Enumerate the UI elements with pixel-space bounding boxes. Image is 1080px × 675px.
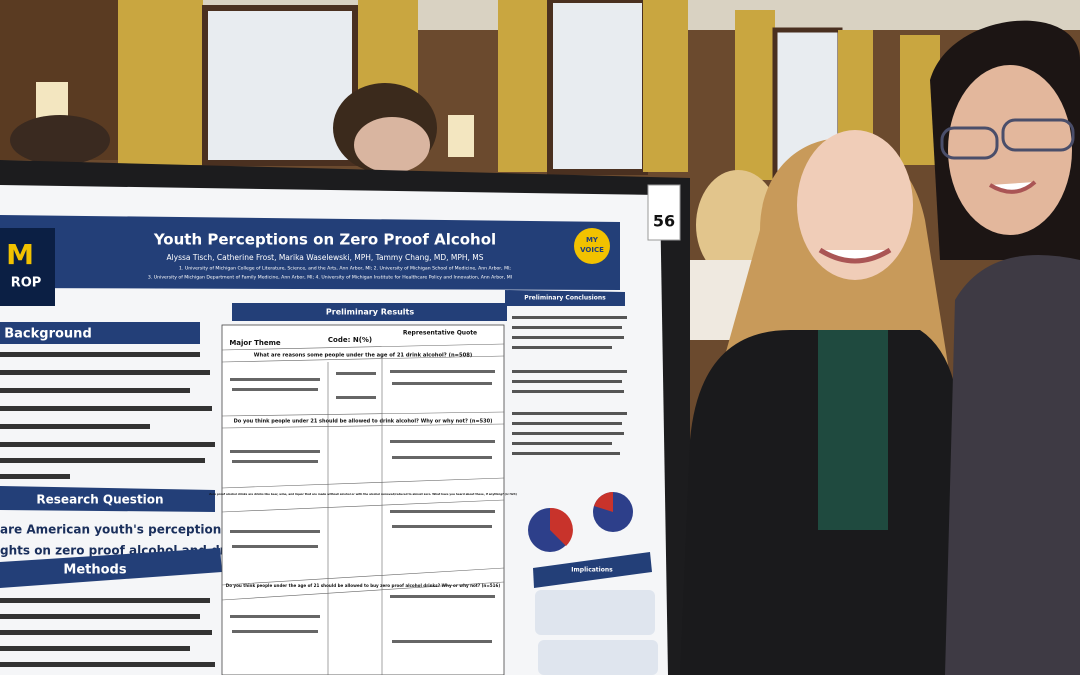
section-header <box>0 548 222 588</box>
window <box>547 0 648 175</box>
section-header <box>505 290 625 306</box>
curtain <box>498 0 548 172</box>
number-card <box>647 184 681 241</box>
poster-authors: Alyssa Tisch, Catherine Frost, Marika Wa… <box>166 253 483 262</box>
body-lines <box>512 316 627 455</box>
smile <box>988 180 1037 194</box>
table-question: Do you think people under 21 should be a… <box>234 419 493 425</box>
curtain <box>643 0 688 172</box>
section-header <box>533 552 652 588</box>
dress <box>945 255 1080 675</box>
poster-title: Youth Perceptions on Zero Proof Alcohol <box>153 231 496 249</box>
title-band <box>0 215 620 290</box>
table-question: Do you think people under the age of 21 … <box>226 583 501 588</box>
face <box>797 130 913 280</box>
section-title: Research Question <box>36 493 163 507</box>
table-header: Major Theme <box>229 339 281 347</box>
pie-slice <box>550 507 573 546</box>
badge-text: MY <box>586 236 599 244</box>
person-face <box>354 117 430 173</box>
curtain <box>118 0 203 165</box>
section-title: Preliminary Conclusions <box>524 295 606 302</box>
section-title: Background <box>4 327 92 342</box>
poster-affiliation: 1. University of Michigan College of Lit… <box>179 266 511 272</box>
logo-text: ROP <box>11 276 42 291</box>
section-title: Methods <box>63 563 126 578</box>
glasses <box>940 126 999 160</box>
badge-text: VOICE <box>580 246 604 254</box>
table-question: Zero proof alcohol drinks are drinks lik… <box>209 492 517 496</box>
wall-lamp <box>448 115 474 157</box>
text-box <box>538 640 658 675</box>
logo-block <box>0 228 55 306</box>
section-title: Implications <box>571 567 613 574</box>
glasses <box>1001 118 1075 152</box>
shirt <box>818 330 888 530</box>
research-question: are American youth's perceptions and <box>0 523 258 537</box>
table-cell-lines <box>230 370 495 643</box>
poster-affiliation: 3. University of Michigan Department of … <box>148 275 512 281</box>
results-table <box>221 324 505 675</box>
text-box <box>535 590 655 635</box>
section-title: Preliminary Results <box>326 308 414 317</box>
logo-letter: M <box>6 238 34 271</box>
body-lines <box>0 352 215 479</box>
table-header: Code: N(%) <box>328 336 372 344</box>
person-head <box>10 115 110 165</box>
table-question: What are reasons some people under the a… <box>254 353 472 359</box>
wall-lamp <box>36 82 68 118</box>
badge <box>574 228 610 264</box>
section-header <box>232 303 507 321</box>
section-header <box>0 322 200 344</box>
table-header: Representative Quote <box>403 330 477 337</box>
window <box>202 5 358 166</box>
board-number: 56 <box>653 212 675 231</box>
curtain <box>735 10 775 180</box>
table-rules <box>221 343 505 675</box>
smile <box>818 247 892 264</box>
pie-slice <box>594 492 613 512</box>
body-lines <box>0 598 215 667</box>
section-header <box>0 486 215 512</box>
